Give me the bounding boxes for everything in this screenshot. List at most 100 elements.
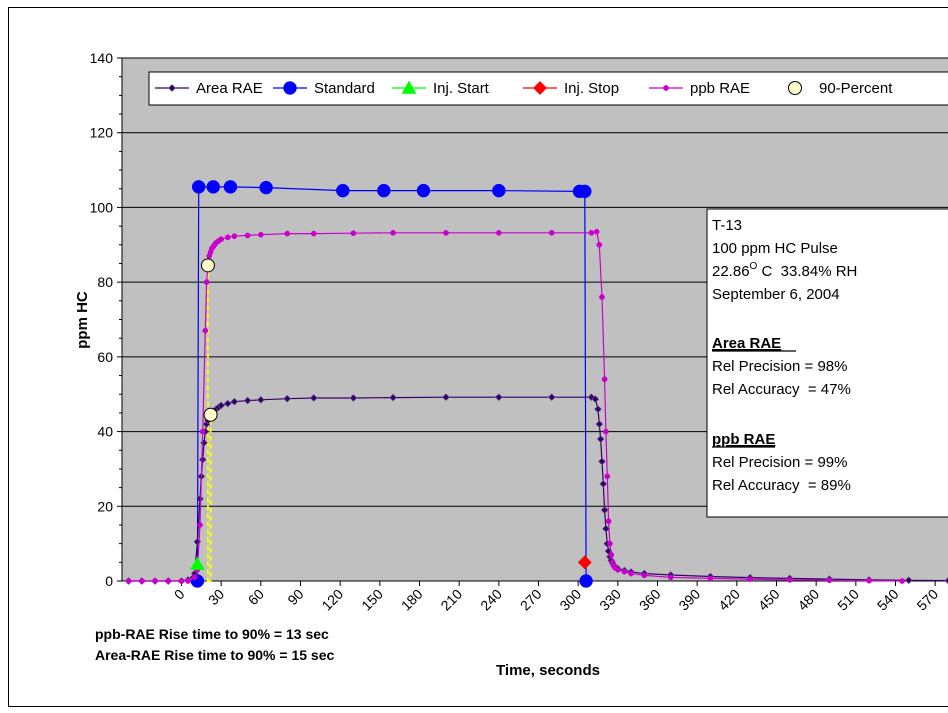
legend-label-inj-start: Inj. Start (433, 80, 490, 97)
area-rae-point (283, 394, 292, 403)
area-rae-point (349, 394, 358, 402)
area-rae-legend-marker (168, 84, 176, 92)
inj-start-legend-marker (401, 80, 417, 94)
chart: 0 20 40 60 80 100 120 140 0 30 60 90 120 150 180 210 240… (74, 50, 948, 679)
ppb-rae-point (495, 229, 502, 236)
legend-label-ppb-rae: ppb RAE (690, 80, 750, 97)
x-tick-label: 0 (171, 586, 188, 603)
90-percent-point (203, 407, 218, 422)
ppb-rae-point (138, 578, 145, 584)
legend-label-90-percent: 90-Percent (819, 80, 893, 97)
legend: Area RAE Standard Inj. Start Inj. Stop ppb R… (148, 71, 948, 106)
area-rae-point (223, 399, 232, 408)
ppb-rae-point (199, 428, 206, 435)
90-percent-legend-marker (788, 81, 802, 95)
legend-label-area-rae: Area RAE (196, 80, 263, 97)
ppb-rae-point (614, 566, 621, 573)
area-rae-point (904, 576, 913, 585)
area-rae-point (196, 494, 204, 503)
ppb-rae-point (747, 576, 753, 582)
x-tick-label: 240 (477, 586, 505, 614)
ppb-rae-point (607, 540, 613, 547)
area-rae-point (198, 455, 207, 464)
rise-time-note-area: Area-RAE Rise time to 90% = 15 sec (95, 647, 334, 663)
ppb-rae-point (218, 236, 225, 243)
ppb-rae-point (185, 578, 191, 584)
ppb-rae-point (707, 575, 714, 582)
chart-frame: 0 20 40 60 80 100 120 140 0 30 60 90 120 150 180 210 240… (8, 7, 948, 707)
y-tick-label: 80 (97, 274, 113, 290)
annotation-pulse: 100 ppm HC Pulse (712, 240, 838, 257)
ppb-rae-point (786, 577, 793, 583)
ppb-rae-point (191, 574, 198, 581)
ppb-rae-point (603, 428, 609, 435)
standard-point (191, 180, 206, 194)
standard-point (416, 183, 431, 198)
annotation-humidity: C 33.84% RH (757, 263, 857, 280)
x-tick-label: 150 (358, 586, 386, 614)
area-rae-point (591, 395, 600, 403)
standard-point (579, 574, 593, 588)
area-rae-point (200, 438, 208, 447)
area-rae-point (243, 396, 252, 405)
standard-point (377, 183, 391, 198)
ppb-rae-point (178, 578, 185, 584)
legend-item-ppb-rae: ppb RAE (649, 80, 750, 97)
annotation-box: T-13 100 ppm HC Pulse 22.86O C 33.84% RH… (706, 208, 948, 518)
ppb-rae-point (202, 327, 209, 334)
standard-point (578, 184, 592, 199)
y-axis-title: ppm HC (74, 291, 91, 349)
x-tick-label: 510 (834, 586, 862, 614)
ppb-rae-point (601, 376, 608, 383)
legend-item-area-rae: Area RAE (155, 80, 263, 97)
ppb-rae-point (350, 230, 357, 237)
annotation-test-id: T-13 (712, 217, 742, 234)
ppb-rae-point (826, 577, 833, 584)
standard-point (223, 180, 238, 194)
x-tick-label: 330 (596, 586, 624, 614)
ppb-rae-point (310, 230, 317, 237)
ppb-rae-point (621, 568, 628, 575)
area-rae-point (547, 393, 556, 402)
ppb-rae-point (197, 522, 203, 528)
x-tick-label: 120 (318, 586, 346, 614)
area-rae-point (230, 397, 239, 406)
x-tick-label: 270 (517, 586, 545, 614)
ppb-rae-point (443, 229, 449, 236)
area-rae-point (602, 524, 610, 533)
x-tick-label: 450 (755, 586, 783, 614)
annotation-ppb-heading: ppb RAE (712, 431, 775, 448)
series-ppb-rae (125, 228, 905, 584)
ppb-rae-point (866, 577, 872, 584)
ppb-rae-point (390, 229, 396, 236)
inj-stop-point (577, 555, 592, 570)
ppb-rae-point (899, 578, 905, 584)
ppb-rae-point (628, 570, 634, 577)
ppb-rae-point (599, 294, 605, 300)
x-tick-label: 360 (636, 586, 664, 614)
legend-label-standard: Standard (314, 80, 375, 97)
ppb-rae-point (231, 233, 238, 240)
annotation-area-heading: Area RAE (712, 335, 781, 352)
ppb-rae-point (284, 230, 291, 237)
legend-item-standard: Standard (273, 80, 375, 97)
x-tick-label: 570 (913, 586, 941, 614)
x-tick-label: 420 (715, 586, 743, 614)
area-rae-point (599, 480, 608, 488)
x-tick-label: 60 (245, 586, 267, 608)
x-tick-label: 390 (675, 586, 703, 614)
standard-point (492, 183, 506, 198)
ppb-rae-point (605, 518, 612, 525)
area-rae-point (596, 435, 605, 443)
series-inj-start (190, 556, 205, 570)
area-rae-point (594, 405, 602, 413)
90-percent-point (200, 258, 215, 273)
x-tick-label: 180 (398, 586, 426, 614)
ppb-rae-legend-marker (663, 85, 669, 91)
x-tick-label: 540 (874, 586, 902, 614)
ppb-rae-point (165, 578, 172, 584)
annotation-conditions: 22.86O C 33.84% RH (712, 261, 857, 280)
ppb-rae-point (604, 473, 611, 480)
y-tick-label: 100 (90, 199, 114, 215)
x-tick-label: 300 (556, 586, 584, 614)
